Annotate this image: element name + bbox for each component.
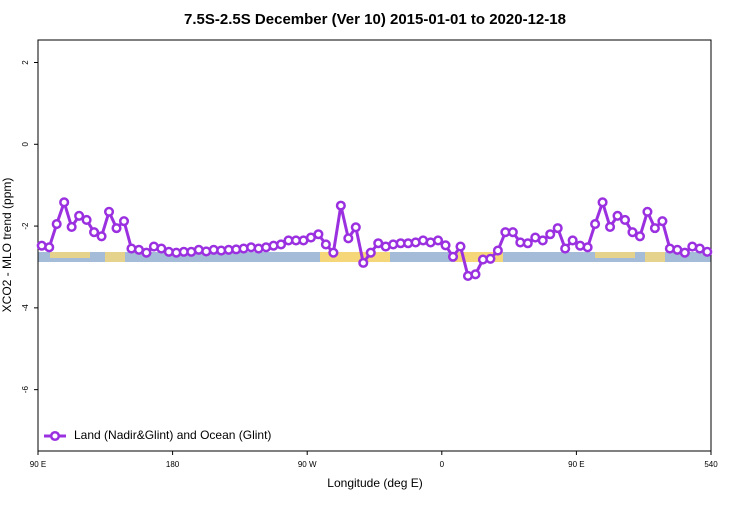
point: [111, 223, 122, 234]
point: [51, 218, 62, 230]
legend-marker: [49, 430, 61, 442]
point: [365, 247, 376, 258]
point: [89, 227, 100, 238]
point: [328, 247, 339, 258]
point: [96, 231, 107, 242]
point: [522, 238, 533, 249]
x-tick-label: 180: [166, 460, 180, 469]
x-tick-label: 90 W: [298, 460, 317, 469]
point: [74, 210, 85, 221]
point: [605, 221, 616, 232]
point: [455, 241, 466, 252]
x-axis-label: Longitude (deg E): [327, 476, 422, 490]
legend-label: Land (Nadir&Glint) and Ocean (Glint): [74, 428, 271, 442]
point: [358, 257, 369, 268]
point: [81, 214, 92, 225]
point: [313, 229, 324, 240]
point: [627, 227, 638, 238]
point: [560, 243, 571, 254]
point: [634, 231, 646, 242]
point: [649, 223, 660, 234]
point: [702, 246, 713, 257]
point: [320, 239, 331, 250]
point: [485, 253, 496, 264]
y-axis-label: XCO2 - MLO trend (ppm): [0, 178, 14, 313]
point: [657, 216, 668, 227]
point: [59, 197, 70, 208]
point: [679, 247, 690, 258]
point: [552, 223, 563, 234]
point: [275, 239, 287, 250]
chart-title: 7.5S-2.5S December (Ver 10) 2015-01-01 t…: [184, 11, 566, 28]
point: [141, 247, 152, 258]
y-tick-label: -4: [21, 304, 30, 312]
point: [343, 233, 354, 244]
point: [118, 216, 130, 227]
point: [590, 218, 601, 230]
y-tick-label: -2: [21, 222, 30, 230]
point: [507, 227, 518, 238]
point: [440, 240, 451, 251]
point: [470, 269, 481, 280]
y-tick-label: -6: [21, 386, 30, 394]
point: [612, 210, 623, 221]
point: [619, 214, 631, 225]
x-tick-label: 90 E: [568, 460, 584, 469]
point: [597, 197, 608, 208]
point: [492, 245, 503, 256]
x-tick-label: 90 E: [30, 460, 46, 469]
point: [103, 206, 115, 217]
point: [350, 222, 361, 233]
point: [537, 235, 548, 246]
point: [66, 221, 77, 232]
point: [567, 235, 578, 246]
point: [582, 242, 593, 253]
point: [447, 251, 459, 262]
x-tick-label: 540: [704, 460, 718, 469]
point: [335, 200, 346, 211]
point: [545, 229, 556, 240]
y-tick-label: 0: [21, 142, 30, 147]
point: [642, 206, 653, 217]
x-tick-label: 0: [440, 460, 445, 469]
point: [44, 242, 55, 253]
series-line: [41, 197, 708, 278]
y-tick-label: 2: [21, 60, 30, 65]
point: [433, 235, 444, 246]
